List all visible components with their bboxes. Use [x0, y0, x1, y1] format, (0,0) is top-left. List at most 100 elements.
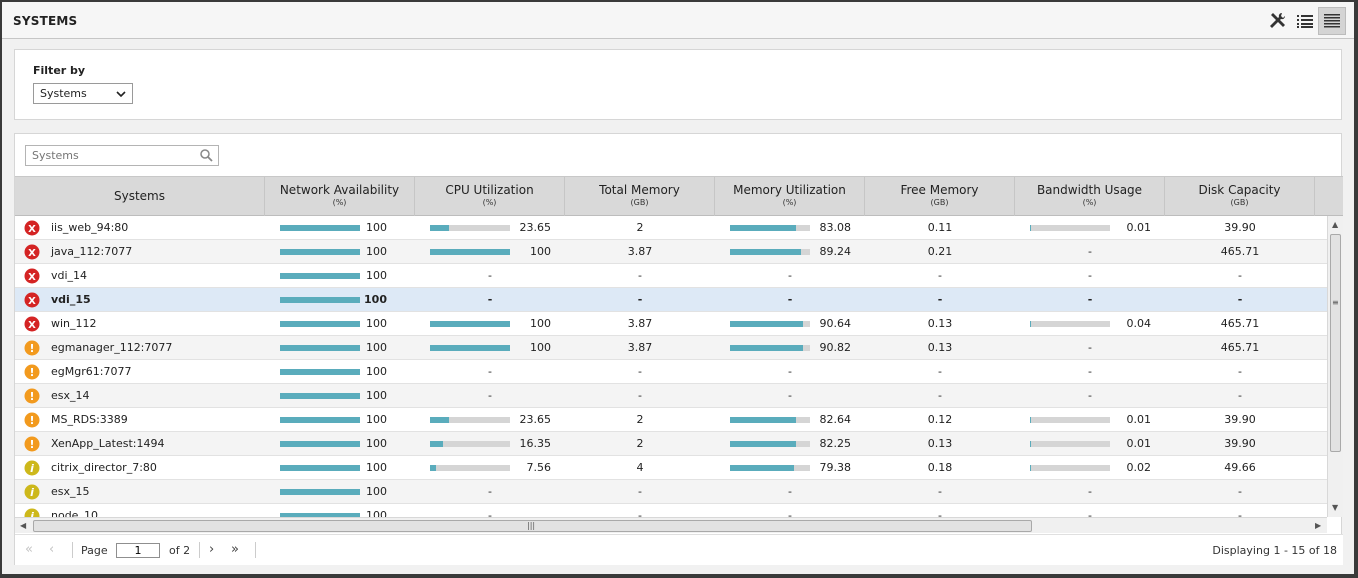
- system-name[interactable]: esx_14: [51, 389, 90, 402]
- total-memory-value: -: [638, 509, 642, 517]
- column-header[interactable]: Systems: [15, 177, 265, 216]
- column-header[interactable]: Network Availability (%): [265, 177, 415, 216]
- search-input[interactable]: [26, 146, 191, 165]
- network-availability-bar: [280, 345, 360, 351]
- pager-separator: [199, 542, 200, 558]
- vertical-scrollbar[interactable]: ▲ ≡ ▼: [1327, 216, 1343, 517]
- system-name[interactable]: vdi_14: [51, 269, 88, 282]
- total-memory-value: 3.87: [627, 245, 653, 258]
- cpu-utilization-value: 23.65: [519, 221, 552, 234]
- table-row[interactable]: ! egMgr61:7077 100 - - - - - -: [15, 360, 1327, 384]
- system-name[interactable]: win_112: [51, 317, 97, 330]
- table-header: Systems Network Availability (%) CPU Utiliz…: [15, 176, 1343, 216]
- detail-view-icon[interactable]: [1318, 7, 1346, 35]
- bandwidth-usage-value: 0.01: [1126, 221, 1152, 234]
- column-header[interactable]: Free Memory (GB): [865, 177, 1015, 216]
- table-row[interactable]: i citrix_director_7:80 100 7.56 4 79.38 0.18 0.…: [15, 456, 1327, 480]
- free-memory-value: 0.21: [927, 245, 953, 258]
- system-name[interactable]: esx_15: [51, 485, 90, 498]
- cpu-utilization-bar: [430, 417, 510, 423]
- system-name[interactable]: java_112:7077: [51, 245, 133, 258]
- svg-text:X: X: [28, 296, 36, 307]
- column-header-label: Network Availability: [279, 183, 400, 197]
- system-name[interactable]: vdi_15: [51, 293, 91, 306]
- column-header[interactable]: CPU Utilization (%): [415, 177, 565, 216]
- prev-page-icon[interactable]: ‹: [49, 542, 55, 557]
- first-page-icon[interactable]: «: [25, 542, 33, 557]
- network-availability-bar: [280, 297, 360, 303]
- total-memory-value: 3.87: [627, 341, 653, 354]
- column-header[interactable]: Disk Capacity (GB): [1165, 177, 1315, 216]
- horizontal-scroll-thumb[interactable]: [33, 520, 1032, 532]
- system-name[interactable]: iis_web_94:80: [51, 221, 129, 234]
- memory-utilization-bar-fill: [730, 321, 803, 327]
- scroll-up-icon[interactable]: ▲: [1332, 220, 1339, 229]
- svg-text:!: !: [29, 414, 34, 427]
- critical-status-icon: X: [24, 316, 40, 332]
- horizontal-scrollbar[interactable]: ◀ ||| ▶: [15, 517, 1327, 533]
- network-availability-bar: [280, 465, 360, 471]
- last-page-icon[interactable]: »: [231, 542, 239, 557]
- table-row[interactable]: ! XenApp_Latest:1494 100 16.35 2 82.25 0.13 0.0…: [15, 432, 1327, 456]
- memory-utilization-value: -: [788, 269, 792, 282]
- svg-text:!: !: [29, 342, 34, 355]
- tools-icon[interactable]: [1264, 7, 1292, 35]
- bandwidth-usage-value: -: [1088, 365, 1092, 378]
- bandwidth-usage-bar-fill: [1030, 417, 1031, 423]
- free-memory-value: 0.13: [927, 317, 953, 330]
- scroll-down-icon[interactable]: ▼: [1332, 503, 1339, 512]
- scroll-right-icon[interactable]: ▶: [1315, 521, 1322, 530]
- table-row[interactable]: i node_10 100 - - - - - -: [15, 504, 1327, 517]
- free-memory-value: 0.12: [927, 413, 953, 426]
- total-memory-value: -: [638, 485, 642, 498]
- total-memory-value: -: [638, 269, 642, 282]
- memory-utilization-value: -: [788, 509, 792, 517]
- cpu-utilization-value: -: [488, 365, 492, 378]
- network-availability-value: 100: [366, 245, 387, 258]
- next-page-icon[interactable]: ›: [209, 542, 215, 557]
- search-icon[interactable]: [200, 149, 213, 165]
- free-memory-value: 0.18: [927, 461, 953, 474]
- table-row[interactable]: ! esx_14 100 - - - - - -: [15, 384, 1327, 408]
- vertical-scroll-thumb[interactable]: [1330, 234, 1341, 452]
- memory-utilization-bar: [730, 441, 810, 447]
- scroll-left-icon[interactable]: ◀: [20, 521, 27, 530]
- bandwidth-usage-value: 0.01: [1126, 413, 1152, 426]
- column-header-label: Disk Capacity: [1198, 183, 1281, 197]
- table-row[interactable]: ! egmanager_112:7077 100 100 3.87 90.82 0.13 - 4…: [15, 336, 1327, 360]
- system-name[interactable]: XenApp_Latest:1494: [51, 437, 165, 450]
- free-memory-value: 0.13: [927, 341, 953, 354]
- warning-status-icon: !: [24, 364, 40, 380]
- cpu-utilization-bar-fill: [430, 345, 510, 351]
- column-header[interactable]: Memory Utilization (%): [715, 177, 865, 216]
- pager-separator: [255, 542, 256, 558]
- page-number-input[interactable]: [116, 543, 160, 558]
- system-name[interactable]: egMgr61:7077: [51, 365, 132, 378]
- bandwidth-usage-value: -: [1088, 389, 1092, 402]
- table-row[interactable]: ! MS_RDS:3389 100 23.65 2 82.64 0.12 0.01 39.90: [15, 408, 1327, 432]
- system-name[interactable]: citrix_director_7:80: [51, 461, 157, 474]
- cpu-utilization-bar-fill: [430, 465, 437, 471]
- network-availability-bar: [280, 273, 360, 279]
- table-row[interactable]: i esx_15 100 - - - - - -: [15, 480, 1327, 504]
- system-name[interactable]: MS_RDS:3389: [51, 413, 128, 426]
- display-count: Displaying 1 - 15 of 18: [1212, 544, 1337, 557]
- bandwidth-usage-bar: [1030, 417, 1110, 423]
- disk-capacity-value: -: [1238, 485, 1242, 498]
- column-header[interactable]: Total Memory (GB): [565, 177, 715, 216]
- network-availability-bar-fill: [280, 273, 360, 279]
- list-view-icon[interactable]: [1291, 7, 1319, 35]
- column-header-unit: (GB): [630, 198, 649, 207]
- filter-dropdown[interactable]: Systems: [33, 83, 133, 104]
- system-name[interactable]: node_10: [51, 509, 98, 517]
- column-header[interactable]: Bandwidth Usage (%): [1015, 177, 1165, 216]
- svg-text:!: !: [29, 438, 34, 451]
- system-name[interactable]: egmanager_112:7077: [51, 341, 173, 354]
- cpu-utilization-value: -: [488, 269, 492, 282]
- network-availability-bar-fill: [280, 369, 360, 375]
